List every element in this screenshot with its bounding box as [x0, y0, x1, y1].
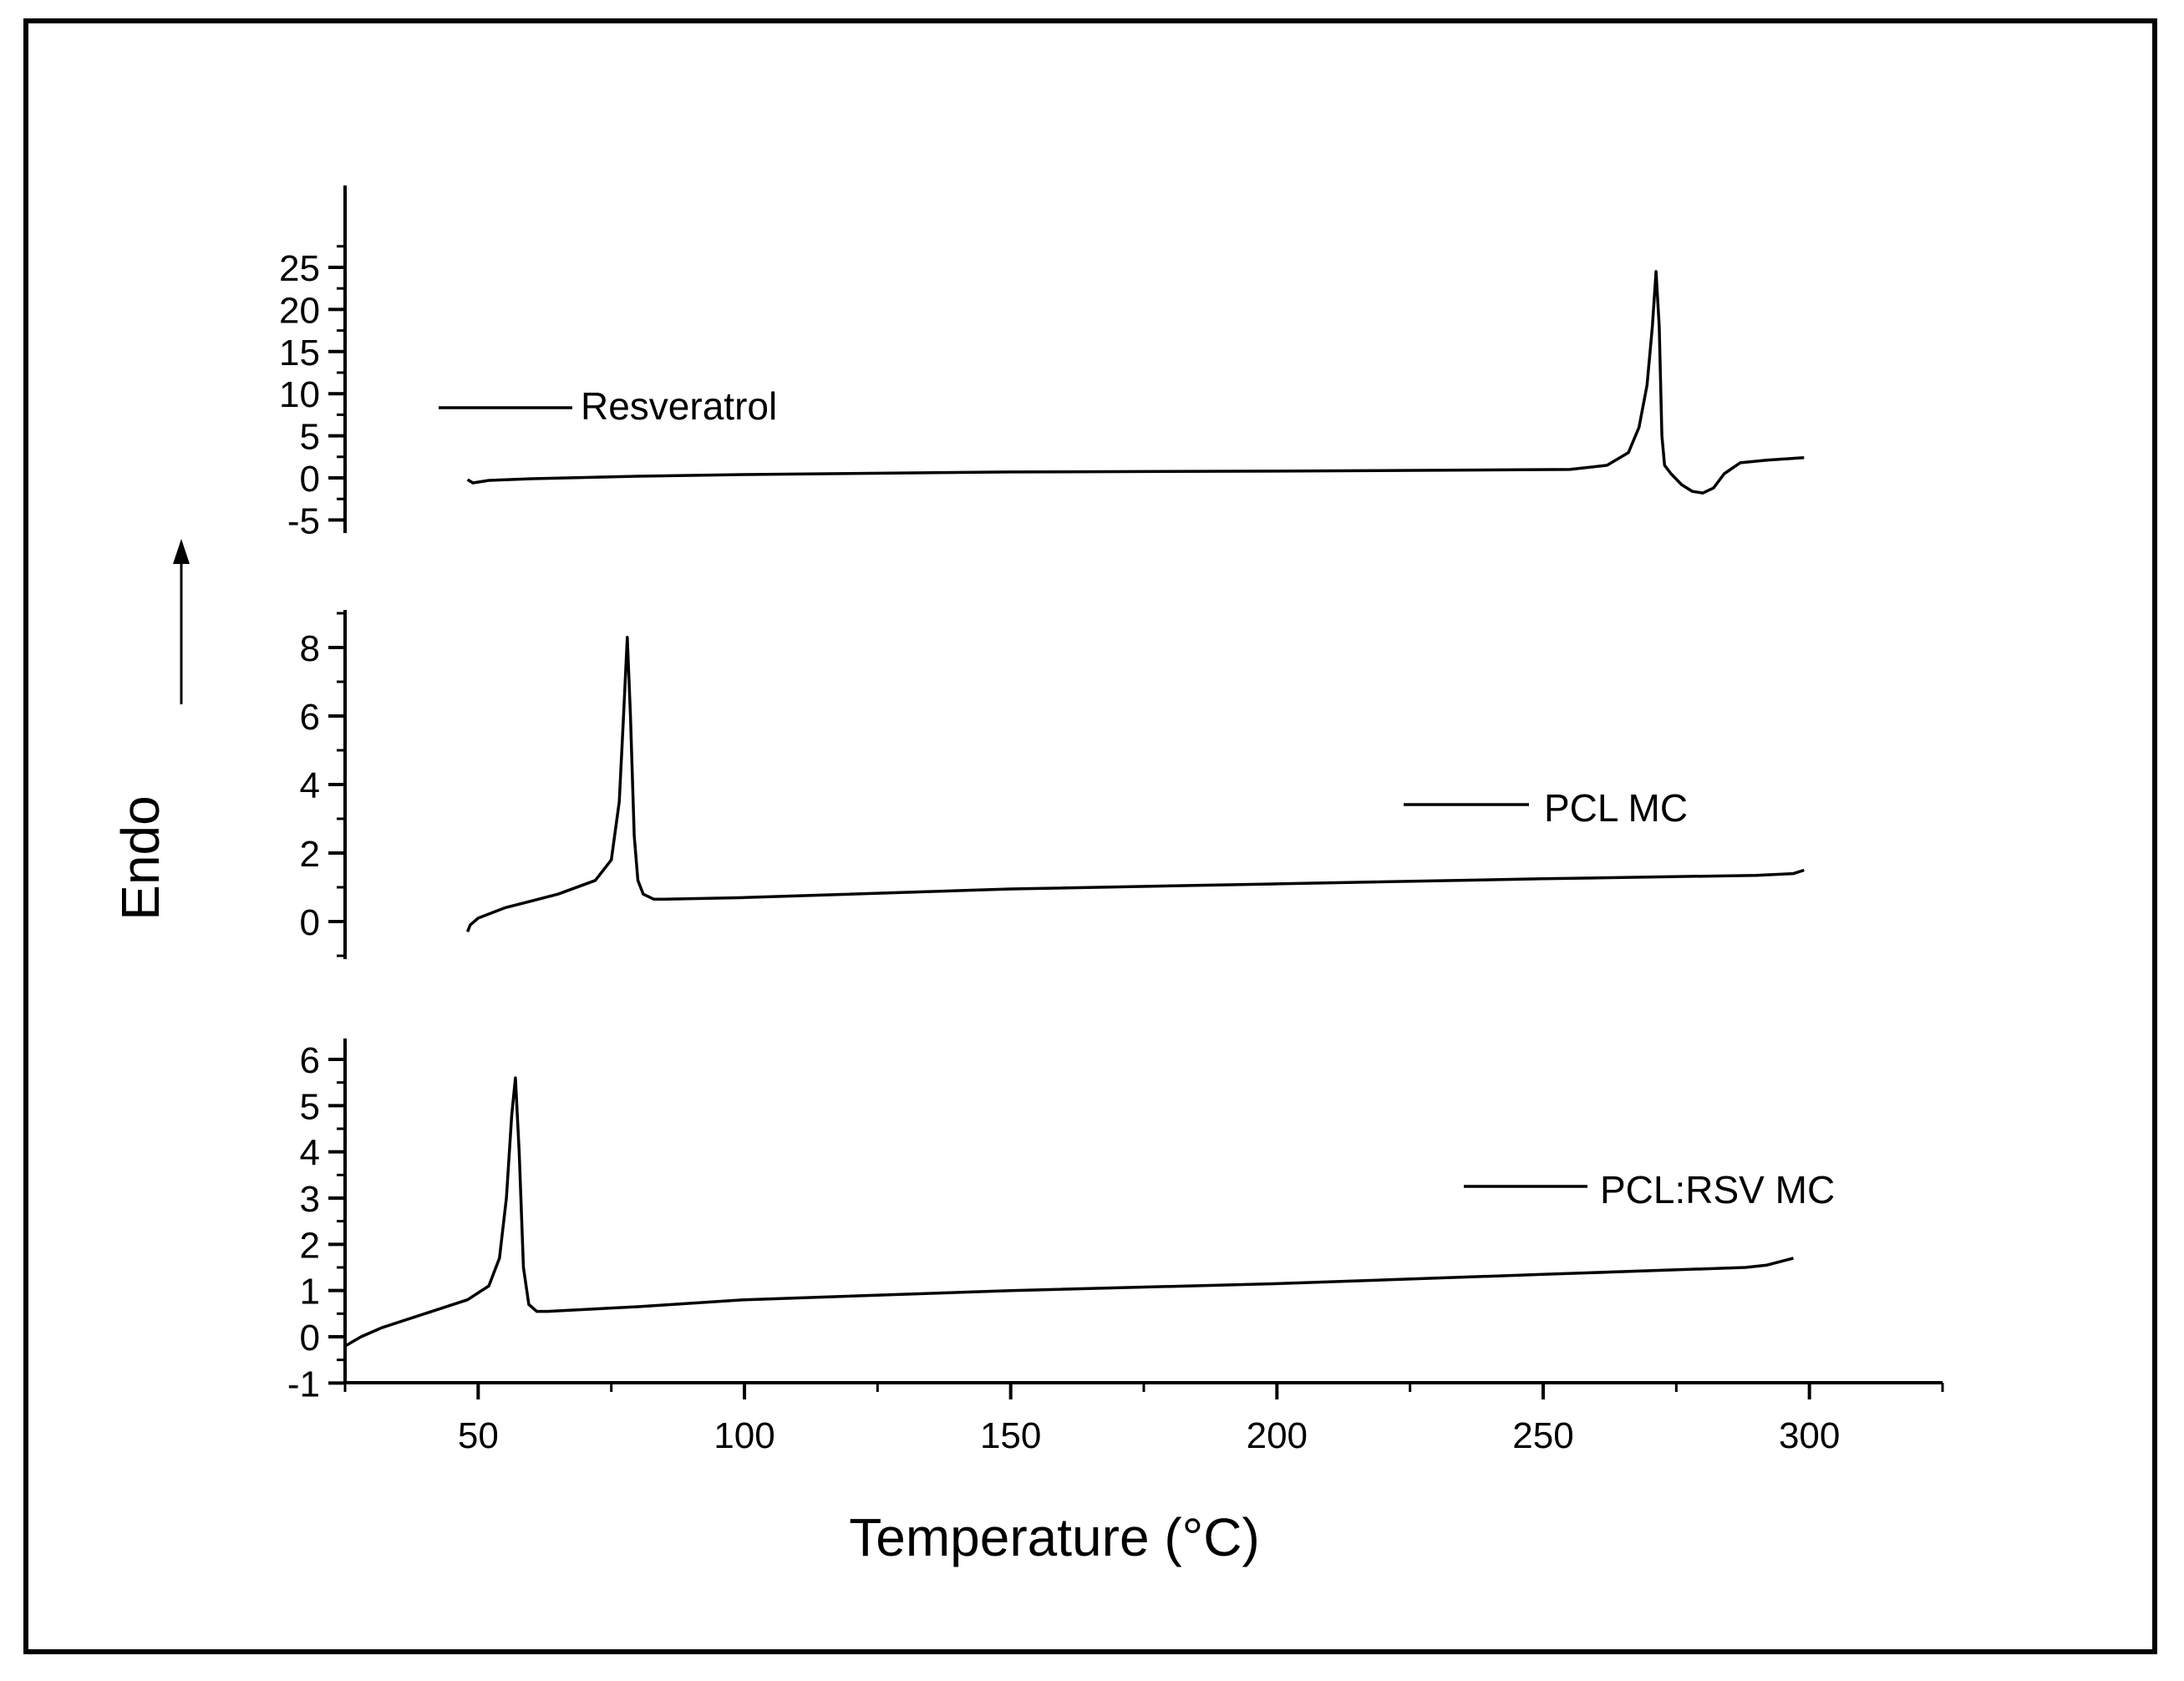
y-tick-label: 4 [300, 765, 320, 806]
legend-label: PCL:RSV MC [1600, 1168, 1835, 1211]
y-tick-label: 10 [279, 374, 320, 415]
x-tick-label: 150 [980, 1415, 1041, 1456]
y-tick-label: 5 [300, 1086, 320, 1127]
chart-frame [23, 18, 2157, 1654]
series-line [466, 270, 1805, 495]
y-tick-label: 2 [300, 1225, 320, 1266]
y-tick-label: 25 [279, 248, 320, 289]
x-tick-label: 100 [714, 1415, 775, 1456]
panel-3: -1 0 1 2 3 4 5 6 PCL:RSV MC [287, 1039, 1835, 1404]
series-line [344, 1076, 1794, 1348]
y-tick-label: 8 [300, 628, 320, 669]
legend-label: Resveratrol [581, 384, 777, 428]
x-tick-label: 50 [458, 1415, 499, 1456]
y-tick-label: 0 [300, 902, 320, 943]
y-tick-label: 1 [300, 1272, 320, 1313]
x-tick-label: 250 [1512, 1415, 1573, 1456]
x-axis: 50 100 150 200 250 300 [343, 1381, 1944, 1456]
x-tick-label: 300 [1779, 1415, 1840, 1456]
y-tick-label: 4 [300, 1133, 320, 1174]
y-tick-label: 6 [300, 1040, 320, 1081]
y-axis-label: Endo [110, 795, 170, 920]
y-tick-label: 15 [279, 333, 320, 373]
y-tick-label: 6 [300, 697, 320, 738]
y-tick-label: -1 [287, 1364, 320, 1404]
y-tick-label: 20 [279, 290, 320, 331]
y-tick-label: 0 [300, 1318, 320, 1359]
endo-arrow [173, 539, 190, 704]
legend-label: PCL MC [1544, 786, 1688, 830]
y-tick-label: -5 [287, 500, 320, 541]
x-axis-label: Temperature (°C) [849, 1507, 1260, 1567]
y-tick-label: 2 [300, 834, 320, 875]
series-line [465, 635, 1805, 932]
y-tick-label: 0 [300, 459, 320, 500]
y-tick-label: 5 [300, 417, 320, 458]
y-tick-label: 3 [300, 1179, 320, 1220]
panel-2: 0 2 4 6 8 PCL MC [300, 610, 1805, 959]
x-tick-label: 200 [1247, 1415, 1308, 1456]
